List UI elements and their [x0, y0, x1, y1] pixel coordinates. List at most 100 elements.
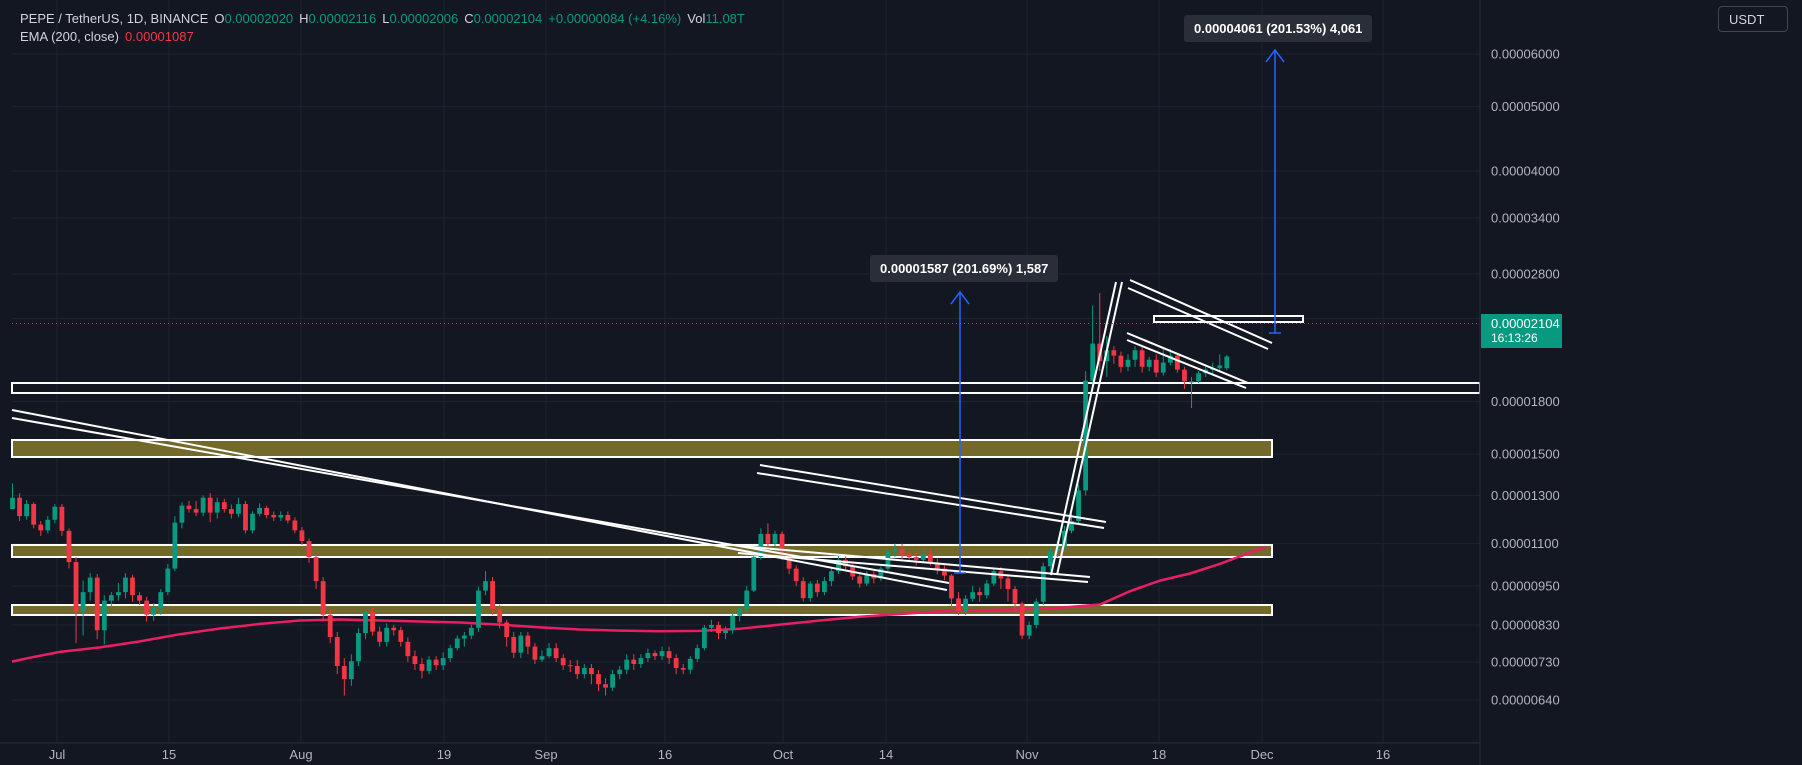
candle[interactable]: [66, 528, 72, 569]
measure-arrow-2[interactable]: [1265, 48, 1285, 334]
candle[interactable]: [200, 495, 206, 517]
trend-line[interactable]: [1126, 332, 1249, 384]
candle-body[interactable]: [313, 557, 319, 582]
candle-body[interactable]: [292, 520, 298, 531]
candle[interactable]: [546, 642, 552, 659]
candle[interactable]: [158, 589, 164, 615]
candle[interactable]: [730, 613, 736, 634]
candle-body[interactable]: [581, 668, 587, 675]
candle[interactable]: [596, 670, 601, 692]
candle-body[interactable]: [38, 524, 44, 531]
candle[interactable]: [1040, 562, 1046, 605]
candle[interactable]: [631, 654, 637, 671]
candle[interactable]: [292, 517, 298, 534]
candle[interactable]: [567, 660, 573, 673]
candle-body[interactable]: [1047, 551, 1053, 567]
candle[interactable]: [970, 585, 976, 602]
candle-body[interactable]: [1167, 355, 1173, 363]
candle-body[interactable]: [341, 666, 347, 680]
candle-body[interactable]: [673, 658, 679, 669]
candle-body[interactable]: [779, 533, 785, 555]
candle-body[interactable]: [970, 592, 976, 599]
candle[interactable]: [45, 516, 51, 534]
candle[interactable]: [116, 582, 121, 601]
candle[interactable]: [440, 652, 446, 671]
candle[interactable]: [447, 644, 453, 663]
candle[interactable]: [1182, 366, 1187, 389]
candle-body[interactable]: [645, 653, 651, 659]
candle[interactable]: [1146, 357, 1152, 372]
candle[interactable]: [892, 543, 898, 558]
candle-body[interactable]: [221, 502, 227, 510]
trend-line[interactable]: [739, 545, 1091, 578]
candle[interactable]: [1217, 354, 1223, 372]
candle-body[interactable]: [370, 612, 375, 632]
candle[interactable]: [398, 626, 404, 647]
candle[interactable]: [334, 632, 340, 675]
candle-body[interactable]: [701, 627, 707, 649]
candle-body[interactable]: [73, 562, 79, 613]
candle-body[interactable]: [829, 571, 834, 582]
candle[interactable]: [101, 595, 107, 645]
candle-body[interactable]: [1019, 603, 1025, 636]
candle[interactable]: [228, 504, 234, 519]
candle-body[interactable]: [348, 661, 354, 680]
measure-label-2[interactable]: 0.00004061 (201.53%) 4,061: [1184, 15, 1373, 42]
candle-body[interactable]: [1139, 350, 1145, 367]
candle-body[interactable]: [765, 533, 771, 544]
candle-body[interactable]: [158, 592, 164, 609]
candle-body[interactable]: [1175, 355, 1180, 370]
candle-body[interactable]: [334, 637, 340, 667]
candle[interactable]: [617, 666, 623, 680]
candle[interactable]: [172, 516, 178, 572]
candle[interactable]: [701, 624, 707, 651]
candle-body[interactable]: [52, 506, 58, 520]
candle-body[interactable]: [772, 533, 778, 544]
candle[interactable]: [793, 565, 799, 586]
candle-body[interactable]: [934, 562, 940, 569]
candle[interactable]: [723, 626, 728, 640]
candle[interactable]: [1118, 351, 1124, 373]
candle-body[interactable]: [920, 554, 926, 560]
candle[interactable]: [737, 606, 743, 622]
candle[interactable]: [800, 577, 806, 602]
candle[interactable]: [454, 635, 460, 651]
candle[interactable]: [179, 502, 185, 529]
candle-body[interactable]: [885, 551, 891, 569]
candle[interactable]: [257, 503, 262, 517]
candle-body[interactable]: [243, 504, 248, 531]
candle[interactable]: [1019, 601, 1025, 640]
candle[interactable]: [73, 557, 79, 643]
candle-body[interactable]: [624, 659, 630, 670]
candle-body[interactable]: [207, 497, 213, 513]
candle-body[interactable]: [87, 577, 93, 593]
candle-body[interactable]: [363, 612, 368, 634]
candle-body[interactable]: [228, 509, 234, 514]
candle[interactable]: [221, 498, 227, 513]
candle-body[interactable]: [899, 548, 905, 555]
candle[interactable]: [1083, 371, 1089, 496]
candle[interactable]: [278, 511, 284, 521]
candle[interactable]: [1026, 621, 1032, 640]
candle-body[interactable]: [984, 583, 990, 596]
candle[interactable]: [1125, 354, 1131, 372]
symbol-label[interactable]: PEPE / TetherUS, 1D, BINANCE: [20, 11, 209, 26]
candle[interactable]: [17, 493, 22, 521]
candle-body[interactable]: [405, 641, 411, 657]
candle-body[interactable]: [687, 658, 693, 670]
candle-body[interactable]: [1069, 520, 1074, 531]
measure-label-1[interactable]: 0.00001587 (201.69%) 1,587: [870, 255, 1059, 282]
candle[interactable]: [38, 520, 44, 536]
candle-body[interactable]: [1090, 343, 1096, 381]
candle[interactable]: [977, 587, 983, 602]
candle[interactable]: [497, 604, 503, 629]
candle-body[interactable]: [1104, 350, 1110, 362]
candle-body[interactable]: [560, 658, 566, 666]
candle[interactable]: [384, 623, 390, 647]
candle[interactable]: [144, 596, 150, 622]
candle-body[interactable]: [80, 592, 86, 613]
candle-body[interactable]: [461, 635, 467, 639]
candle-body[interactable]: [723, 630, 728, 634]
candle[interactable]: [751, 554, 757, 593]
candle[interactable]: [920, 548, 926, 563]
